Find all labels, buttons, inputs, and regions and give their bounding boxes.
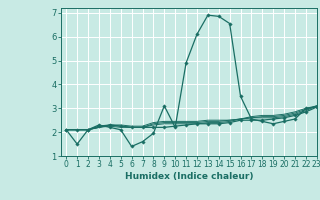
X-axis label: Humidex (Indice chaleur): Humidex (Indice chaleur) xyxy=(124,172,253,181)
